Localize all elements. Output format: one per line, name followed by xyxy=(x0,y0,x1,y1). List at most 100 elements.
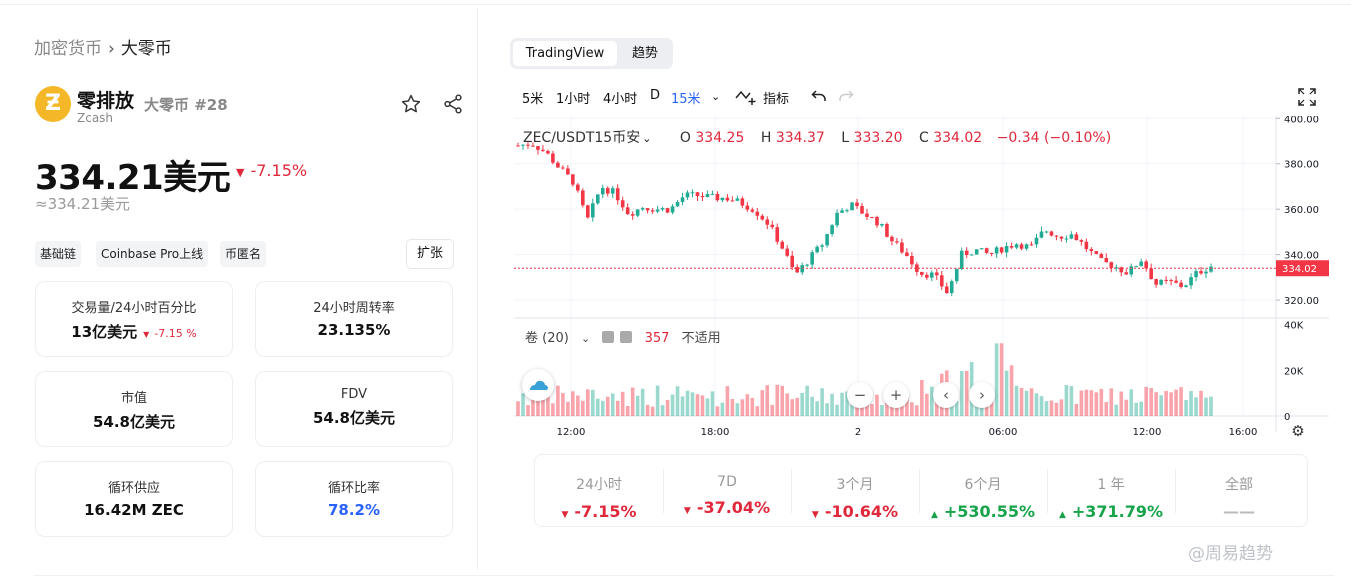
coin-symbol: Zcash xyxy=(77,111,114,125)
volume-bar xyxy=(1169,392,1173,416)
star-icon[interactable] xyxy=(400,93,422,115)
perf-value: —— xyxy=(1223,502,1255,521)
volume-bar xyxy=(775,384,780,416)
zoom-in-button[interactable]: + xyxy=(883,382,909,408)
candle-body xyxy=(1194,271,1198,278)
candle-body xyxy=(989,252,994,254)
perf-value: ▼ -7.15% xyxy=(535,502,663,521)
chevron-down-icon[interactable]: ⌄ xyxy=(642,132,652,145)
tag-base-chain[interactable]: 基础链 xyxy=(35,241,82,267)
volume-bar xyxy=(516,401,520,416)
undo-icon[interactable] xyxy=(811,86,827,108)
bottom-rule xyxy=(34,575,1334,576)
candle-body xyxy=(1069,234,1074,239)
perf-all[interactable]: 全部 —— xyxy=(1175,455,1303,526)
candle-body xyxy=(805,264,809,266)
zoom-out-button[interactable]: − xyxy=(847,382,873,408)
volume-bar xyxy=(576,395,580,416)
ohlc-symbol[interactable]: ZEC/USDT15币安 xyxy=(523,130,641,146)
scroll-right-button[interactable]: › xyxy=(969,382,995,408)
volume-bar xyxy=(1029,388,1034,416)
indicators-icon[interactable] xyxy=(735,86,759,110)
price-tick-label: 340.00 xyxy=(1284,251,1319,262)
share-icon[interactable] xyxy=(442,93,464,115)
perf-3m[interactable]: 3个月 ▼ -10.64% xyxy=(791,455,919,526)
time-tick-label: 12:00 xyxy=(557,427,586,438)
price-chart[interactable]: 400.00 380.00 360.00 340.00 320.00 12:00 18:00… xyxy=(514,116,1329,446)
gear-icon[interactable]: ⚙ xyxy=(1291,422,1304,440)
interval-1h[interactable]: 1小时 xyxy=(556,92,591,107)
candle-body xyxy=(979,248,984,250)
breadcrumb-parent-link[interactable]: 加密货币 xyxy=(34,39,102,59)
candle-body xyxy=(1199,271,1203,274)
perf-value-text: -37.04% xyxy=(696,498,771,517)
scroll-left-button[interactable]: ‹ xyxy=(933,382,959,408)
volume-tick-label: 0 xyxy=(1284,412,1290,423)
candle-body xyxy=(566,168,570,175)
tradingview-logo-icon[interactable] xyxy=(522,369,554,401)
tag-privacy-coin[interactable]: 币匿名 xyxy=(220,241,267,267)
perf-7d[interactable]: 7D ▼ -37.04% xyxy=(663,455,791,526)
candle-body xyxy=(1059,236,1064,239)
perf-label: 3个月 xyxy=(836,477,874,493)
expand-button[interactable]: 扩张 xyxy=(406,239,454,269)
redo-icon[interactable] xyxy=(838,86,854,108)
candle-body xyxy=(930,272,934,278)
volume-bar xyxy=(620,391,625,416)
candle-body xyxy=(521,144,525,146)
tab-tradingview[interactable]: TradingView xyxy=(513,41,617,66)
volume-bar xyxy=(521,393,525,416)
candle-body xyxy=(915,264,919,272)
chevron-down-icon[interactable]: ⌄ xyxy=(580,332,591,345)
perf-1y[interactable]: 1 年 ▲ +371.79% xyxy=(1047,455,1175,526)
candle-body xyxy=(1134,266,1139,268)
perf-label: 1 年 xyxy=(1097,477,1125,493)
time-tick-label: 16:00 xyxy=(1229,427,1258,438)
close-icon[interactable] xyxy=(620,331,633,343)
caret-up-icon: ▲ xyxy=(1058,510,1066,520)
volume-bar xyxy=(605,396,610,416)
candle-body xyxy=(999,247,1004,253)
volume-bar xyxy=(1074,404,1079,416)
fullscreen-icon[interactable] xyxy=(1298,88,1316,110)
interval-1d[interactable]: D xyxy=(650,88,661,103)
perf-divider xyxy=(1047,469,1048,513)
candle-body xyxy=(1104,257,1109,263)
volume-bar xyxy=(915,405,919,416)
candle-body xyxy=(650,210,655,212)
volume-bar xyxy=(546,384,550,416)
candle-body xyxy=(690,192,695,194)
interval-5m[interactable]: 5米 xyxy=(522,92,544,107)
candle-body xyxy=(1139,261,1144,267)
interval-dropdown-icon[interactable]: ⌄ xyxy=(711,90,721,103)
interval-4h[interactable]: 4小时 xyxy=(603,92,638,107)
stat-value: 78.2% xyxy=(327,501,381,519)
perf-6m[interactable]: 6个月 ▲ +530.55% xyxy=(919,455,1047,526)
volume-bar xyxy=(1079,390,1084,416)
volume-bar xyxy=(974,402,979,416)
interval-15m[interactable]: 15米 xyxy=(671,92,701,107)
volume-bar xyxy=(875,394,879,416)
volume-bar xyxy=(690,392,695,416)
candle-body xyxy=(730,200,735,202)
caret-down-icon: ▼ xyxy=(811,510,819,520)
volume-bar xyxy=(625,406,630,416)
stat-value: 54.8亿美元 xyxy=(92,413,175,431)
eye-icon[interactable] xyxy=(602,331,615,343)
volume-bar xyxy=(795,397,799,416)
volume-bar xyxy=(925,393,929,416)
indicators-button[interactable]: 指标 xyxy=(763,92,790,107)
tab-trend[interactable]: 趋势 xyxy=(631,46,658,61)
volume-bar xyxy=(880,404,884,416)
volume-bar xyxy=(1014,385,1019,416)
volume-bar xyxy=(1069,386,1074,416)
stat-label: 循环比率 xyxy=(327,481,380,496)
volume-bar xyxy=(930,386,934,416)
perf-24h[interactable]: 24小时 ▼ -7.15% xyxy=(535,455,663,526)
volume-bar xyxy=(1049,400,1054,416)
volume-bar xyxy=(660,405,665,416)
candle-body xyxy=(1019,244,1024,249)
volume-bar xyxy=(1199,390,1203,416)
price-tick-label: 320.00 xyxy=(1284,296,1319,307)
tag-coinbase-pro[interactable]: Coinbase Pro上线 xyxy=(96,241,209,267)
